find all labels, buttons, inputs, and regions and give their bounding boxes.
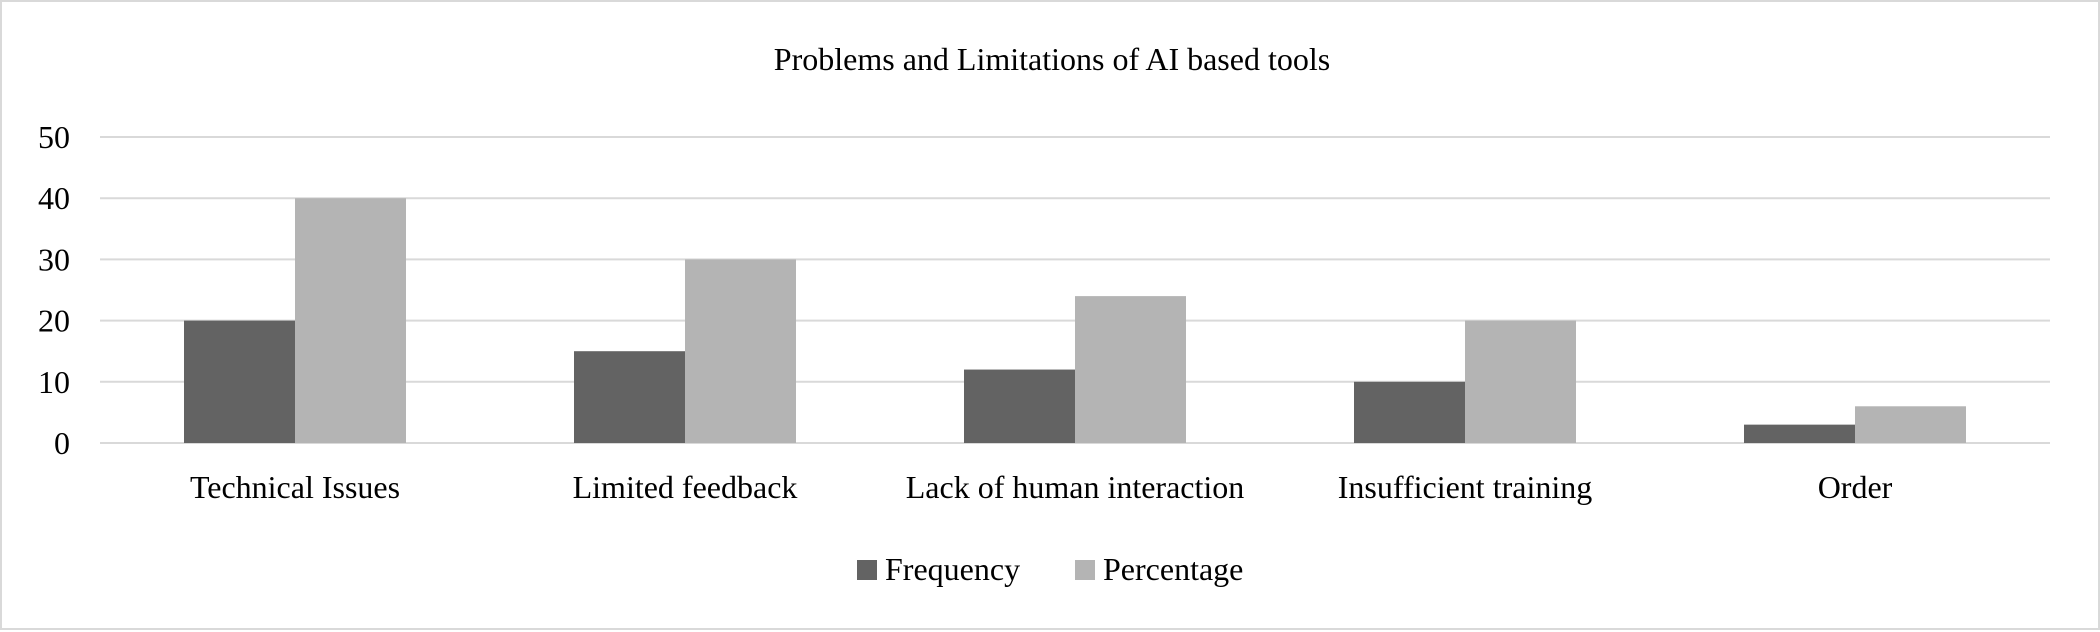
legend-swatch-frequency bbox=[857, 560, 877, 580]
y-tick-label: 40 bbox=[38, 180, 70, 216]
x-category-label: Technical Issues bbox=[190, 469, 400, 505]
legend: Frequency Percentage bbox=[857, 551, 1243, 587]
bar-percentage-3 bbox=[1465, 320, 1576, 443]
x-category-label: Order bbox=[1818, 469, 1893, 505]
bar-percentage-2 bbox=[1075, 296, 1186, 443]
legend-label-frequency: Frequency bbox=[885, 551, 1020, 587]
y-axis-ticks: 0 10 20 30 40 50 bbox=[38, 119, 70, 461]
legend-label-percentage: Percentage bbox=[1103, 551, 1243, 587]
bar-percentage-0 bbox=[295, 198, 406, 443]
x-axis-categories: Technical Issues Limited feedback Lack of … bbox=[190, 469, 1893, 505]
y-tick-label: 20 bbox=[38, 303, 70, 339]
bar-frequency-3 bbox=[1354, 381, 1465, 443]
bar-frequency-4 bbox=[1744, 424, 1855, 443]
x-category-label: Insufficient training bbox=[1338, 469, 1592, 505]
bar-percentage-1 bbox=[685, 259, 796, 443]
y-tick-label: 50 bbox=[38, 119, 70, 155]
chart-title: Problems and Limitations of AI based too… bbox=[774, 41, 1330, 77]
bar-frequency-2 bbox=[964, 369, 1075, 443]
bars bbox=[184, 198, 1966, 443]
bar-frequency-0 bbox=[184, 320, 295, 443]
y-tick-label: 30 bbox=[38, 241, 70, 277]
x-category-label: Lack of human interaction bbox=[906, 469, 1245, 505]
legend-swatch-percentage bbox=[1075, 560, 1095, 580]
x-category-label: Limited feedback bbox=[573, 469, 798, 505]
y-tick-label: 0 bbox=[54, 425, 70, 461]
bar-percentage-4 bbox=[1855, 406, 1966, 443]
y-tick-label: 10 bbox=[38, 364, 70, 400]
bar-frequency-1 bbox=[574, 351, 685, 443]
